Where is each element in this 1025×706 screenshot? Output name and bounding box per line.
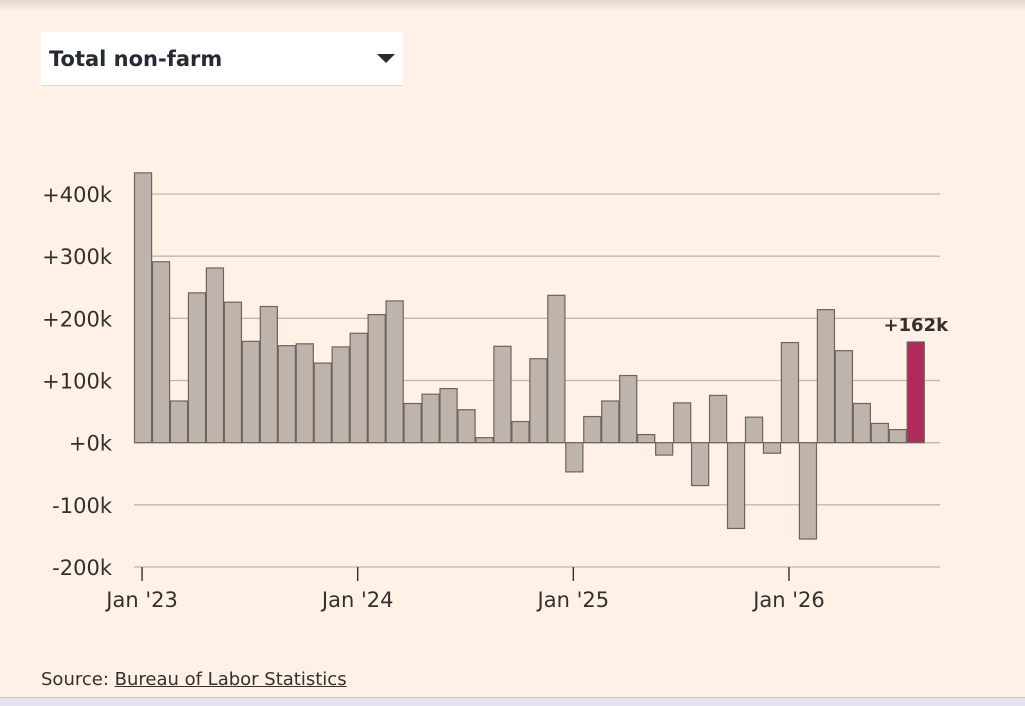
y-tick-label: +300k <box>42 245 113 269</box>
bar <box>457 409 476 444</box>
y-tick-label: +400k <box>42 183 113 207</box>
bar <box>421 393 440 444</box>
bottom-bar <box>0 697 1025 706</box>
bar <box>133 172 153 444</box>
bar <box>762 442 782 454</box>
bar <box>151 261 171 444</box>
bar-highlighted <box>906 341 925 444</box>
bar <box>852 402 871 444</box>
bar <box>834 350 854 444</box>
bar <box>655 442 674 456</box>
top-shadow <box>0 0 1025 12</box>
bar <box>744 416 764 444</box>
bar <box>367 314 386 444</box>
y-tick-label: +0k <box>69 432 113 456</box>
chevron-down-icon <box>377 54 395 63</box>
bar <box>601 400 620 444</box>
source-prefix: Source: <box>41 669 115 690</box>
bar <box>331 346 350 444</box>
bar <box>403 402 422 444</box>
y-axis: +400k +300k +200k +100k +0k -100k -200k <box>42 183 113 580</box>
y-tick-label: -200k <box>52 556 113 580</box>
series-dropdown[interactable]: Total non-farm <box>41 32 403 86</box>
x-tick-label: Jan '25 <box>536 588 610 612</box>
bar <box>619 374 638 444</box>
x-tick-label: Jan '23 <box>104 588 178 612</box>
bar <box>870 422 889 444</box>
bar <box>349 332 368 444</box>
bar <box>439 387 458 444</box>
bar <box>313 362 332 444</box>
bar <box>637 433 656 444</box>
y-tick-label: +200k <box>42 307 113 331</box>
source-link[interactable]: Bureau of Labor Statistics <box>114 669 347 690</box>
bar <box>169 400 189 444</box>
y-tick-label: +100k <box>42 370 113 394</box>
x-tick-label: Jan '26 <box>751 588 825 612</box>
bar <box>295 343 314 444</box>
x-tick-label: Jan '24 <box>320 588 394 612</box>
bar <box>583 415 602 444</box>
bar <box>672 402 692 444</box>
bar <box>475 437 494 444</box>
bar <box>798 442 818 540</box>
bar <box>277 345 296 444</box>
bar <box>511 420 530 444</box>
bar <box>259 305 278 444</box>
bar <box>780 341 800 444</box>
bar <box>385 300 404 444</box>
bar <box>708 394 728 444</box>
bar <box>726 442 746 530</box>
annotations: +162k <box>883 315 949 336</box>
bar <box>690 442 710 487</box>
bars <box>133 172 925 540</box>
bar <box>241 340 261 444</box>
x-axis: Jan '23 Jan '24 Jan '25 Jan '26 <box>104 567 825 612</box>
bar <box>223 301 243 444</box>
bar <box>187 292 207 444</box>
bar <box>547 294 566 444</box>
y-tick-label: -100k <box>52 494 113 518</box>
bar <box>565 442 584 473</box>
bar <box>529 358 548 444</box>
bar-chart: +400k +300k +200k +100k +0k -100k -200k Jan '2… <box>42 172 949 612</box>
source-note: Source: Bureau of Labor Statistics <box>41 669 347 690</box>
bar <box>205 267 225 444</box>
bar <box>493 345 512 444</box>
bar <box>816 309 836 444</box>
highlight-value-label: +162k <box>883 315 949 336</box>
bar <box>888 429 907 444</box>
dropdown-label: Total non-farm <box>49 47 223 71</box>
